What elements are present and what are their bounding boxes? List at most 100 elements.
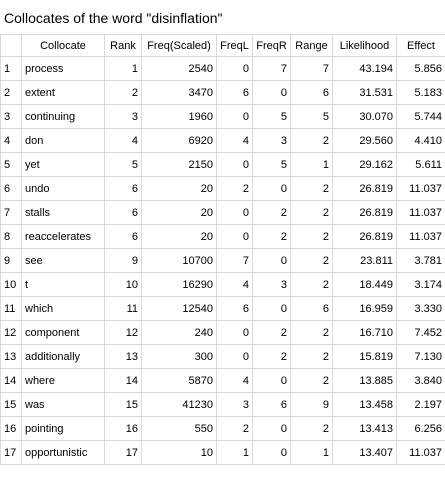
freqr-cell[interactable]: 0 bbox=[252, 416, 291, 441]
freql-cell[interactable]: 6 bbox=[216, 80, 253, 105]
range-cell[interactable]: 6 bbox=[290, 296, 333, 321]
table-row[interactable]: 15 was 15 41230 3 6 9 13.458 2.197 bbox=[0, 392, 445, 417]
likelihood-cell[interactable]: 29.560 bbox=[332, 128, 397, 153]
freql-cell[interactable]: 0 bbox=[216, 56, 253, 81]
freq-scaled-cell[interactable]: 2150 bbox=[141, 152, 217, 177]
table-row[interactable]: 17 opportunistic 17 10 1 0 1 13.407 11.037 bbox=[0, 440, 445, 465]
freq-scaled-cell[interactable]: 300 bbox=[141, 344, 217, 369]
collocate-cell[interactable]: pointing bbox=[21, 416, 105, 441]
likelihood-cell[interactable]: 16.959 bbox=[332, 296, 397, 321]
freqr-cell[interactable]: 0 bbox=[252, 248, 291, 273]
effect-cell[interactable]: 3.330 bbox=[396, 296, 445, 321]
freq-scaled-cell[interactable]: 20 bbox=[141, 200, 217, 225]
column-header-freq-scaled[interactable]: Freq(Scaled) bbox=[141, 34, 217, 57]
rank-cell[interactable]: 16 bbox=[104, 416, 142, 441]
table-row[interactable]: 10 t 10 16290 4 3 2 18.449 3.174 bbox=[0, 272, 445, 297]
rank-cell[interactable]: 3 bbox=[104, 104, 142, 129]
effect-cell[interactable]: 7.130 bbox=[396, 344, 445, 369]
freq-scaled-cell[interactable]: 20 bbox=[141, 224, 217, 249]
freqr-cell[interactable]: 3 bbox=[252, 128, 291, 153]
rank-cell[interactable]: 9 bbox=[104, 248, 142, 273]
freql-cell[interactable]: 4 bbox=[216, 272, 253, 297]
collocate-cell[interactable]: where bbox=[21, 368, 105, 393]
range-cell[interactable]: 2 bbox=[290, 344, 333, 369]
likelihood-cell[interactable]: 13.458 bbox=[332, 392, 397, 417]
row-index[interactable]: 17 bbox=[0, 440, 22, 465]
table-row[interactable]: 4 don 4 6920 4 3 2 29.560 4.410 bbox=[0, 128, 445, 153]
likelihood-cell[interactable]: 13.407 bbox=[332, 440, 397, 465]
collocate-cell[interactable]: process bbox=[21, 56, 105, 81]
rank-cell[interactable]: 4 bbox=[104, 128, 142, 153]
freq-scaled-cell[interactable]: 240 bbox=[141, 320, 217, 345]
row-index[interactable]: 7 bbox=[0, 200, 22, 225]
likelihood-cell[interactable]: 29.162 bbox=[332, 152, 397, 177]
table-row[interactable]: 1 process 1 2540 0 7 7 43.194 5.856 bbox=[0, 56, 445, 81]
effect-cell[interactable]: 2.197 bbox=[396, 392, 445, 417]
freqr-cell[interactable]: 6 bbox=[252, 392, 291, 417]
rank-cell[interactable]: 2 bbox=[104, 80, 142, 105]
freql-cell[interactable]: 0 bbox=[216, 320, 253, 345]
freq-scaled-cell[interactable]: 10 bbox=[141, 440, 217, 465]
likelihood-cell[interactable]: 31.531 bbox=[332, 80, 397, 105]
freqr-cell[interactable]: 0 bbox=[252, 296, 291, 321]
effect-cell[interactable]: 3.840 bbox=[396, 368, 445, 393]
rank-cell[interactable]: 6 bbox=[104, 200, 142, 225]
table-row[interactable]: 7 stalls 6 20 0 2 2 26.819 11.037 bbox=[0, 200, 445, 225]
freq-scaled-cell[interactable]: 10700 bbox=[141, 248, 217, 273]
effect-cell[interactable]: 6.256 bbox=[396, 416, 445, 441]
collocate-cell[interactable]: additionally bbox=[21, 344, 105, 369]
freql-cell[interactable]: 2 bbox=[216, 416, 253, 441]
likelihood-cell[interactable]: 30.070 bbox=[332, 104, 397, 129]
row-index[interactable]: 1 bbox=[0, 56, 22, 81]
effect-cell[interactable]: 11.037 bbox=[396, 200, 445, 225]
collocate-cell[interactable]: which bbox=[21, 296, 105, 321]
row-index[interactable]: 16 bbox=[0, 416, 22, 441]
effect-cell[interactable]: 11.037 bbox=[396, 224, 445, 249]
rank-cell[interactable]: 15 bbox=[104, 392, 142, 417]
freqr-cell[interactable]: 0 bbox=[252, 368, 291, 393]
collocate-cell[interactable]: continuing bbox=[21, 104, 105, 129]
collocate-cell[interactable]: t bbox=[21, 272, 105, 297]
freq-scaled-cell[interactable]: 20 bbox=[141, 176, 217, 201]
column-header-effect[interactable]: Effect bbox=[396, 34, 445, 57]
freqr-cell[interactable]: 2 bbox=[252, 224, 291, 249]
row-index[interactable]: 9 bbox=[0, 248, 22, 273]
freq-scaled-cell[interactable]: 1960 bbox=[141, 104, 217, 129]
effect-cell[interactable]: 7.452 bbox=[396, 320, 445, 345]
freql-cell[interactable]: 2 bbox=[216, 176, 253, 201]
freq-scaled-cell[interactable]: 6920 bbox=[141, 128, 217, 153]
table-row[interactable]: 2 extent 2 3470 6 0 6 31.531 5.183 bbox=[0, 80, 445, 105]
effect-cell[interactable]: 3.781 bbox=[396, 248, 445, 273]
range-cell[interactable]: 1 bbox=[290, 152, 333, 177]
likelihood-cell[interactable]: 15.819 bbox=[332, 344, 397, 369]
collocate-cell[interactable]: opportunistic bbox=[21, 440, 105, 465]
range-cell[interactable]: 2 bbox=[290, 248, 333, 273]
range-cell[interactable]: 2 bbox=[290, 272, 333, 297]
rank-cell[interactable]: 11 bbox=[104, 296, 142, 321]
freql-cell[interactable]: 3 bbox=[216, 392, 253, 417]
freq-scaled-cell[interactable]: 41230 bbox=[141, 392, 217, 417]
rank-cell[interactable]: 14 bbox=[104, 368, 142, 393]
column-header-range[interactable]: Range bbox=[290, 34, 333, 57]
table-row[interactable]: 8 reaccelerates 6 20 0 2 2 26.819 11.037 bbox=[0, 224, 445, 249]
range-cell[interactable]: 9 bbox=[290, 392, 333, 417]
collocate-cell[interactable]: component bbox=[21, 320, 105, 345]
freql-cell[interactable]: 0 bbox=[216, 344, 253, 369]
collocate-cell[interactable]: undo bbox=[21, 176, 105, 201]
effect-cell[interactable]: 11.037 bbox=[396, 440, 445, 465]
freql-cell[interactable]: 0 bbox=[216, 104, 253, 129]
table-row[interactable]: 3 continuing 3 1960 0 5 5 30.070 5.744 bbox=[0, 104, 445, 129]
freqr-cell[interactable]: 0 bbox=[252, 440, 291, 465]
freql-cell[interactable]: 0 bbox=[216, 200, 253, 225]
freqr-cell[interactable]: 2 bbox=[252, 344, 291, 369]
table-row[interactable]: 11 which 11 12540 6 0 6 16.959 3.330 bbox=[0, 296, 445, 321]
freq-scaled-cell[interactable]: 12540 bbox=[141, 296, 217, 321]
freqr-cell[interactable]: 7 bbox=[252, 56, 291, 81]
freq-scaled-cell[interactable]: 16290 bbox=[141, 272, 217, 297]
likelihood-cell[interactable]: 43.194 bbox=[332, 56, 397, 81]
range-cell[interactable]: 2 bbox=[290, 176, 333, 201]
freqr-cell[interactable]: 3 bbox=[252, 272, 291, 297]
row-index[interactable]: 14 bbox=[0, 368, 22, 393]
row-index[interactable]: 3 bbox=[0, 104, 22, 129]
freqr-cell[interactable]: 2 bbox=[252, 200, 291, 225]
